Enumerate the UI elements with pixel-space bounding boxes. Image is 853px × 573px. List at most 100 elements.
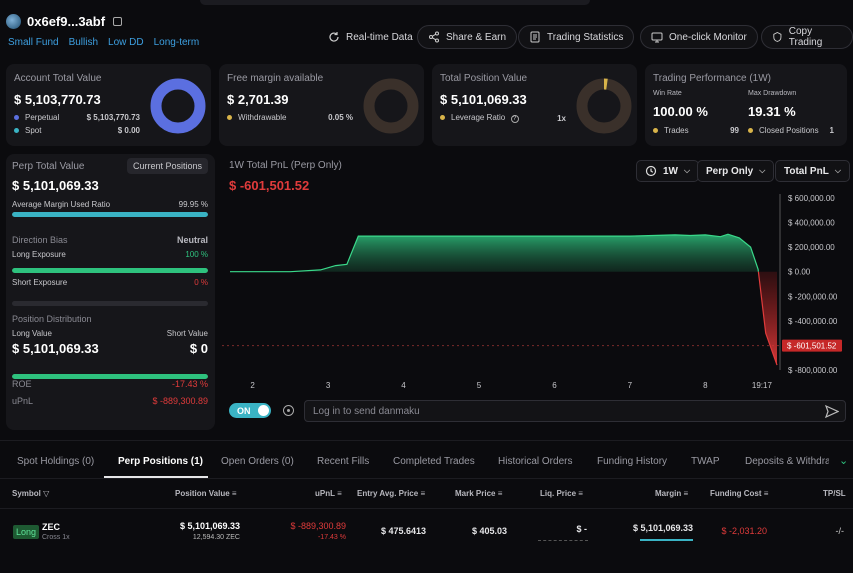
perpetual-value: $ 5,103,770.73: [86, 113, 140, 122]
perpetual-dot: [14, 115, 19, 120]
avg-margin-value: 99.95 %: [178, 200, 208, 209]
tab-deposits-withdraw[interactable]: Deposits & Withdraw: [745, 456, 829, 467]
avg-margin-bar: [12, 212, 208, 217]
upnl-pct-cell: -17.43 %: [317, 534, 346, 541]
avg-margin-label: Average Margin Used Ratio: [12, 200, 111, 209]
leverage-row: Leverage Ratio ? 1x: [440, 113, 566, 123]
current-positions-button[interactable]: Current Positions: [127, 158, 209, 174]
sort-icon: ≡: [497, 489, 503, 498]
col-tpsl: TP/SL: [823, 489, 846, 498]
win-rate-value: 100.00 %: [653, 104, 708, 119]
table-row[interactable]: Long ZEC Cross 1x $ 5,101,069.33 12,594.…: [0, 513, 853, 553]
tab-historical-orders[interactable]: Historical Orders: [498, 456, 573, 467]
account-title: Account Total Value: [14, 73, 102, 84]
tag-low-dd[interactable]: Low DD: [108, 37, 144, 48]
withdrawable-label: Withdrawable: [238, 113, 287, 122]
col-symbol[interactable]: Symbol ▽: [12, 489, 50, 498]
col-mark-price[interactable]: Mark Price ≡: [455, 489, 503, 498]
short-exposure-bar: [12, 301, 208, 306]
side-badge: Long: [13, 525, 40, 539]
total-position-card: Total Position Value $ 5,101,069.33 Leve…: [432, 64, 637, 146]
sort-icon: ≡: [337, 489, 342, 498]
margin-cell: $ 5,101,069.33: [632, 523, 693, 533]
performance-title: Trading Performance (1W): [653, 73, 771, 84]
upnl-cell: $ -889,300.89: [290, 521, 346, 531]
liq-underline: [538, 540, 588, 541]
upnl-value: $ -889,300.89: [152, 396, 208, 406]
positive-area: [230, 234, 759, 272]
avg-margin-row: Average Margin Used Ratio 99.95 %: [12, 200, 208, 209]
spot-value: $ 0.00: [117, 126, 140, 135]
chevron-down-icon: ⌵: [684, 166, 691, 175]
x-tick-label: 8: [703, 381, 708, 390]
col-margin[interactable]: Margin ≡: [655, 489, 689, 498]
copy-trading-label: Copy Trading: [788, 26, 823, 48]
max-drawdown-value: 19.31 %: [748, 104, 796, 119]
metric-dropdown[interactable]: Total PnL ⌵: [775, 160, 850, 182]
danmaku-toggle[interactable]: ON: [229, 403, 271, 418]
chart-current-value: $ -601,501.52: [229, 178, 310, 193]
y-tick-label: $ -800,000.00: [788, 366, 838, 375]
tag-small-fund[interactable]: Small Fund: [8, 37, 59, 48]
tpsl-cell[interactable]: -/-: [835, 526, 845, 536]
scope-value: Perp Only: [706, 165, 754, 177]
tab-open-orders[interactable]: Open Orders (0): [221, 456, 294, 467]
danmaku-settings-icon[interactable]: [283, 405, 294, 416]
long-exposure-label: Long Exposure: [12, 250, 66, 259]
chevron-down-icon[interactable]: ⌄: [839, 455, 849, 467]
distribution-label: Position Distribution: [12, 314, 92, 324]
direction-label: Direction Bias: [12, 235, 68, 245]
period-dropdown[interactable]: 1W ⌵: [636, 160, 700, 182]
direction-value: Neutral: [176, 235, 208, 245]
distribution-bar: [12, 374, 208, 379]
tag-bullish[interactable]: Bullish: [68, 37, 99, 48]
col-position-value[interactable]: Position Value ≡: [175, 489, 237, 498]
danmaku-toggle-label: ON: [237, 405, 251, 416]
trades-label: Trades: [664, 126, 689, 135]
period-value: 1W: [663, 165, 678, 177]
distribution-labels-row: Long Value Short Value: [12, 329, 208, 338]
sort-icon: ≡: [683, 489, 689, 498]
col-liq-price[interactable]: Liq. Price ≡: [540, 489, 583, 498]
realtime-data-button[interactable]: Real-time Data: [318, 25, 423, 49]
tab-perp-positions[interactable]: Perp Positions (1): [118, 456, 204, 467]
info-icon[interactable]: ?: [510, 115, 519, 123]
col-upnl[interactable]: uPnL ≡: [315, 489, 342, 498]
x-tick-label: 2: [250, 381, 255, 390]
col-entry-price[interactable]: Entry Avg. Price ≡: [357, 489, 426, 498]
col-funding-cost[interactable]: Funding Cost ≡: [710, 489, 769, 498]
leverage-dot: [440, 115, 445, 120]
pnl-chart: 2 3 4 5 6 7 8 19:17 $ 600,000.00 $ 400,000.00 $ 2…: [222, 194, 842, 390]
leverage-value: 1x: [557, 113, 566, 123]
chevron-down-icon: ⌵: [759, 166, 766, 175]
send-icon[interactable]: [825, 405, 839, 418]
y-tick-label: $ -400,000.00: [788, 317, 838, 326]
margin-mode: Cross 1x: [42, 534, 70, 541]
closed-value: 1: [829, 126, 834, 135]
trading-statistics-button[interactable]: Trading Statistics: [518, 25, 635, 49]
danmaku-placeholder: Log in to send danmaku: [313, 406, 420, 417]
refresh-icon: [329, 32, 339, 42]
tab-completed-trades[interactable]: Completed Trades: [393, 456, 475, 467]
share-earn-button[interactable]: Share & Earn: [417, 25, 518, 49]
x-tick-label: 7: [628, 381, 633, 390]
position-donut-chart: [576, 78, 632, 134]
one-click-monitor-button[interactable]: One-click Monitor: [640, 25, 758, 49]
symbol[interactable]: ZEC: [42, 522, 60, 532]
trading-performance-card: Trading Performance (1W) Win Rate 100.00…: [645, 64, 847, 146]
position-title: Total Position Value: [440, 73, 528, 84]
current-value-badge: [782, 339, 842, 352]
positions-tabs: Spot Holdings (0) Perp Positions (1) Ope…: [0, 452, 853, 478]
scope-dropdown[interactable]: Perp Only ⌵: [697, 160, 775, 182]
tab-funding-history[interactable]: Funding History: [597, 456, 668, 467]
copy-trading-button[interactable]: Copy Trading: [761, 25, 853, 49]
metric-value: Total PnL: [784, 165, 829, 177]
account-donut-chart: [150, 78, 206, 134]
tab-recent-fills[interactable]: Recent Fills: [317, 456, 370, 467]
danmaku-input[interactable]: Log in to send danmaku: [304, 400, 846, 422]
copy-icon[interactable]: [113, 17, 123, 26]
monitor-icon: [651, 32, 663, 43]
tag-long-term[interactable]: Long-term: [153, 37, 200, 48]
tab-spot-holdings[interactable]: Spot Holdings (0): [17, 456, 95, 467]
tab-twap[interactable]: TWAP: [691, 456, 720, 467]
